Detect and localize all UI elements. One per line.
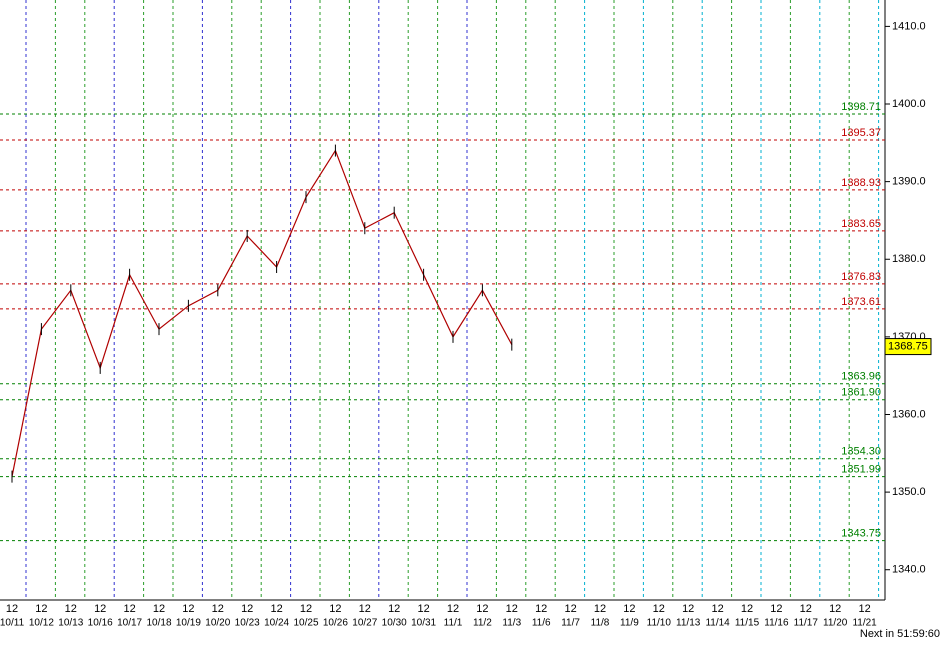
x-tick-label: 10/23 xyxy=(235,618,260,629)
x-tick-label: 10/19 xyxy=(176,618,201,629)
x-hour-label: 12 xyxy=(388,603,400,615)
x-tick-label: 11/1 xyxy=(444,618,463,629)
current-price-label: 1368.75 xyxy=(888,340,928,352)
level-label: 1383.65 xyxy=(841,218,881,230)
x-hour-label: 12 xyxy=(829,603,841,615)
x-hour-label: 12 xyxy=(447,603,459,615)
level-label: 1395.37 xyxy=(841,127,881,139)
y-tick-label: 1380.0 xyxy=(892,253,926,265)
x-tick-label: 11/3 xyxy=(502,618,521,629)
x-tick-label: 11/15 xyxy=(735,618,760,629)
x-tick-label: 11/13 xyxy=(676,618,701,629)
x-tick-label: 11/8 xyxy=(591,618,610,629)
x-tick-label: 11/20 xyxy=(823,618,848,629)
current-price-box xyxy=(884,338,932,356)
x-hour-label: 12 xyxy=(623,603,635,615)
x-tick-label: 10/18 xyxy=(146,618,171,629)
x-tick-label: 10/25 xyxy=(293,618,318,629)
x-hour-label: 12 xyxy=(682,603,694,615)
x-tick-label: 11/14 xyxy=(705,618,730,629)
level-label: 1351.99 xyxy=(841,464,881,476)
price-line xyxy=(11,149,513,477)
x-hour-label: 12 xyxy=(564,603,576,615)
y-tick-label: 1390.0 xyxy=(892,176,926,188)
x-hour-label: 12 xyxy=(241,603,253,615)
level-label: 1343.75 xyxy=(841,528,881,540)
x-hour-label: 12 xyxy=(6,603,18,615)
x-hour-label: 12 xyxy=(94,603,106,615)
x-tick-label: 11/7 xyxy=(561,618,580,629)
x-tick-label: 11/2 xyxy=(473,618,492,629)
x-tick-label: 10/31 xyxy=(411,618,436,629)
level-label: 1363.96 xyxy=(841,371,881,383)
x-tick-label: 10/26 xyxy=(323,618,348,629)
x-hour-label: 12 xyxy=(594,603,606,615)
x-tick-label: 11/16 xyxy=(764,618,789,629)
y-tick-label: 1350.0 xyxy=(892,486,926,498)
level-label: 1354.30 xyxy=(841,446,881,458)
x-hour-label: 12 xyxy=(770,603,782,615)
x-tick-label: 10/24 xyxy=(264,618,289,629)
plot-area xyxy=(0,0,885,600)
x-hour-label: 12 xyxy=(329,603,341,615)
x-tick-label: 10/20 xyxy=(205,618,230,629)
x-hour-label: 12 xyxy=(653,603,665,615)
x-tick-label: 10/30 xyxy=(382,618,407,629)
y-tick-label: 1410.0 xyxy=(892,20,926,32)
x-hour-label: 12 xyxy=(359,603,371,615)
x-hour-label: 12 xyxy=(35,603,47,615)
level-label: 1373.61 xyxy=(841,296,881,308)
x-hour-label: 12 xyxy=(535,603,547,615)
x-tick-label: 10/11 xyxy=(0,618,25,629)
footer: Next in 51:59:60 xyxy=(860,628,940,640)
x-hour-label: 12 xyxy=(741,603,753,615)
x-hour-label: 12 xyxy=(65,603,77,615)
x-hour-label: 12 xyxy=(800,603,812,615)
x-tick-label: 10/17 xyxy=(117,618,142,629)
x-hour-label: 12 xyxy=(212,603,224,615)
x-tick-label: 10/13 xyxy=(58,618,83,629)
x-hour-label: 12 xyxy=(153,603,165,615)
level-label: 1398.71 xyxy=(841,101,881,113)
x-tick-label: 10/27 xyxy=(352,618,377,629)
x-hour-label: 12 xyxy=(270,603,282,615)
x-hour-label: 12 xyxy=(476,603,488,615)
x-tick-label: 11/6 xyxy=(532,618,551,629)
x-tick-label: 11/21 xyxy=(852,618,877,629)
x-hour-label: 12 xyxy=(300,603,312,615)
x-tick-label: 10/16 xyxy=(88,618,113,629)
y-tick-label: 1400.0 xyxy=(892,98,926,110)
y-tick-label: 1360.0 xyxy=(892,408,926,420)
x-hour-label: 12 xyxy=(182,603,194,615)
level-label: 1376.83 xyxy=(841,271,881,283)
level-label: 1388.93 xyxy=(841,177,881,189)
x-tick-label: 11/10 xyxy=(647,618,672,629)
x-hour-label: 12 xyxy=(711,603,723,615)
x-hour-label: 12 xyxy=(506,603,518,615)
level-label: 1361.90 xyxy=(841,387,881,399)
x-tick-label: 10/12 xyxy=(29,618,54,629)
x-hour-label: 12 xyxy=(417,603,429,615)
x-tick-label: 11/9 xyxy=(620,618,639,629)
x-tick-label: 11/17 xyxy=(794,618,819,629)
y-tick-label: 1340.0 xyxy=(892,564,926,576)
x-hour-label: 12 xyxy=(858,603,870,615)
x-hour-label: 12 xyxy=(123,603,135,615)
